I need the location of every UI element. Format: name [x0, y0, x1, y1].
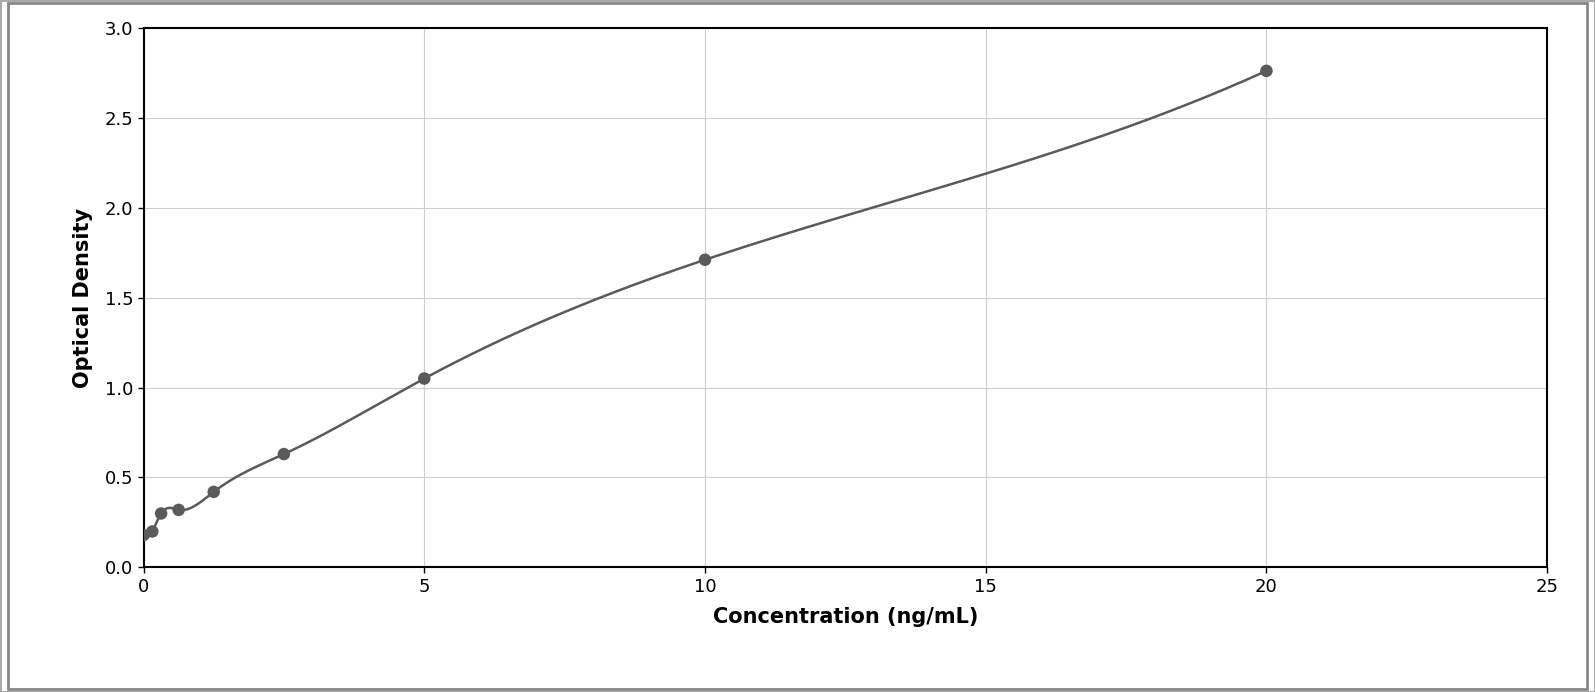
Point: [271, 448, 297, 459]
Point: [1254, 65, 1279, 76]
Point: [131, 529, 156, 540]
X-axis label: Concentration (ng/mL): Concentration (ng/mL): [713, 607, 978, 627]
Point: [412, 373, 437, 384]
Point: [148, 508, 174, 519]
Point: [201, 486, 226, 498]
Point: [166, 504, 191, 516]
Point: [139, 526, 164, 537]
Point: [692, 254, 718, 265]
Y-axis label: Optical Density: Optical Density: [73, 208, 93, 388]
